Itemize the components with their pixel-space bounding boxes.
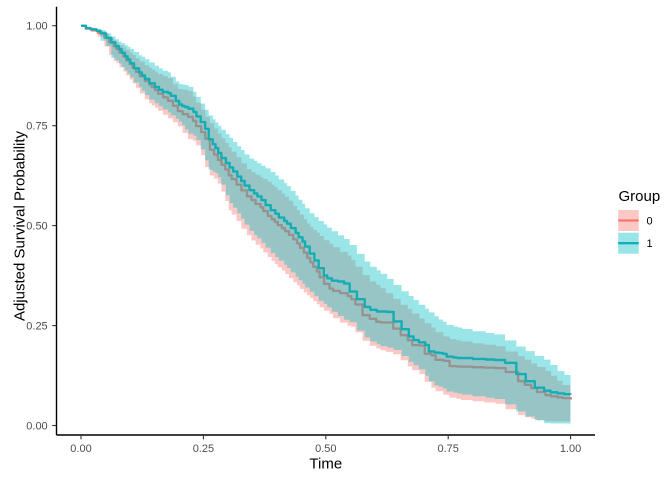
svg-text:1.00: 1.00 — [560, 443, 581, 455]
svg-text:0.50: 0.50 — [315, 443, 336, 455]
svg-text:0: 0 — [647, 216, 653, 228]
svg-text:0.00: 0.00 — [26, 421, 47, 433]
svg-text:1.00: 1.00 — [26, 21, 47, 33]
svg-text:0.75: 0.75 — [26, 121, 47, 133]
svg-text:0.75: 0.75 — [437, 443, 458, 455]
svg-text:0.25: 0.25 — [26, 321, 47, 333]
svg-text:0.50: 0.50 — [26, 221, 47, 233]
svg-text:0.25: 0.25 — [193, 443, 214, 455]
svg-text:1: 1 — [647, 238, 653, 250]
svg-text:Adjusted Survival Probability: Adjusted Survival Probability — [12, 130, 29, 321]
svg-text:0.00: 0.00 — [70, 443, 91, 455]
svg-text:Time: Time — [309, 456, 342, 473]
svg-text:Group: Group — [619, 188, 661, 205]
